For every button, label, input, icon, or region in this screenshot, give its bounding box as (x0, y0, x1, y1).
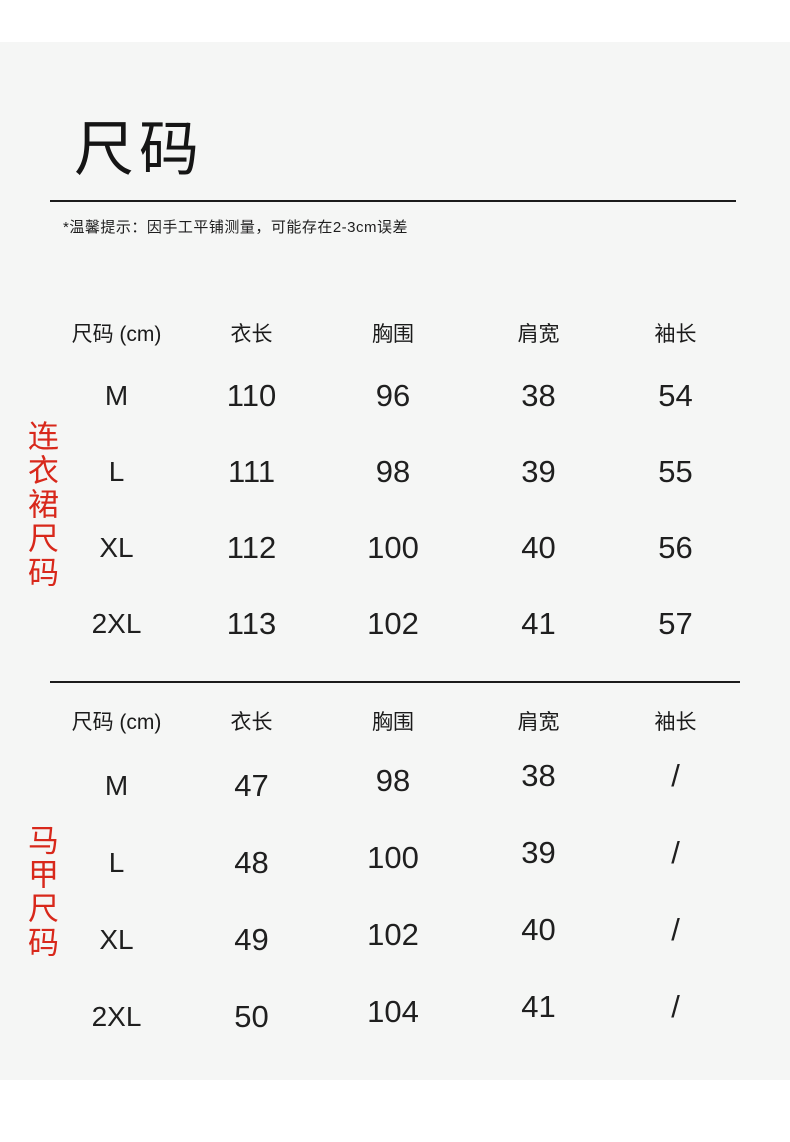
table-row: M 110 96 38 54 (50, 358, 740, 434)
size-cell: M (104, 769, 129, 801)
dress-size-table: 尺码 (cm) 衣长 胸围 肩宽 袖长 M 110 96 38 54 L 111… (50, 308, 740, 662)
header-cell: 袖长 (654, 323, 697, 346)
size-cell: XL (99, 532, 134, 563)
dress-size-side-label: 连衣裙尺码 (23, 420, 58, 590)
value-cell: 112 (226, 530, 277, 565)
measurement-note: *温馨提示：因手工平铺测量，可能存在2-3cm误差 (63, 219, 409, 236)
header-cell: 袖长 (654, 711, 697, 734)
table-divider (50, 681, 740, 683)
table-row: 2XL 50 104 41 / (50, 978, 740, 1055)
value-cell: 104 (367, 993, 419, 1029)
size-cell: 2XL (91, 1000, 142, 1032)
value-cell: 56 (658, 530, 693, 565)
value-cell: 57 (658, 606, 693, 641)
value-cell: 96 (375, 378, 411, 413)
header-cell: 胸围 (372, 711, 414, 734)
header-cell: 肩宽 (517, 711, 560, 734)
value-cell: 47 (234, 767, 269, 803)
table-row: L 48 100 39 / (50, 824, 740, 901)
value-cell: 39 (521, 834, 556, 870)
size-chart-panel (0, 42, 790, 1080)
dress-table-header-row: 尺码 (cm) 衣长 胸围 肩宽 袖长 (50, 308, 740, 358)
value-cell: 50 (234, 998, 269, 1034)
header-cell: 胸围 (372, 323, 414, 346)
value-cell: 98 (375, 762, 411, 798)
vest-table-header-row: 尺码 (cm) 衣长 胸围 肩宽 袖长 (50, 695, 740, 747)
vest-size-table: 尺码 (cm) 衣长 胸围 肩宽 袖长 M 47 98 38 / L 48 10… (50, 695, 740, 1055)
value-cell: 54 (658, 378, 693, 413)
value-cell: 40 (521, 530, 556, 565)
header-cell: 尺码 (cm) (71, 323, 162, 346)
value-cell: 55 (658, 454, 693, 489)
title-divider (50, 200, 736, 202)
table-row: XL 112 100 40 56 (50, 510, 740, 586)
value-cell: 48 (234, 844, 269, 880)
table-row: L 111 98 39 55 (50, 434, 740, 510)
value-cell: / (671, 988, 680, 1024)
table-row: 2XL 113 102 41 57 (50, 586, 740, 662)
size-cell: L (108, 846, 125, 878)
value-cell: 102 (367, 606, 419, 641)
header-cell: 衣长 (230, 323, 273, 346)
value-cell: 38 (521, 378, 556, 413)
size-cell: M (104, 380, 129, 411)
vest-size-side-label: 马甲尺码 (23, 824, 58, 960)
value-cell: 110 (226, 378, 277, 413)
value-cell: 41 (521, 988, 556, 1024)
value-cell: 38 (521, 757, 556, 793)
table-row: M 47 98 38 / (50, 747, 740, 824)
header-cell: 衣长 (230, 711, 273, 734)
value-cell: / (671, 834, 680, 870)
value-cell: / (671, 911, 680, 947)
header-cell: 肩宽 (517, 323, 560, 346)
value-cell: 111 (227, 454, 276, 489)
value-cell: 49 (234, 921, 269, 957)
value-cell: 100 (367, 839, 419, 875)
value-cell: 39 (521, 454, 556, 489)
value-cell: 100 (367, 530, 419, 565)
value-cell: 40 (521, 911, 556, 947)
header-cell: 尺码 (cm) (71, 711, 162, 734)
size-cell: L (108, 456, 125, 487)
value-cell: 98 (375, 454, 411, 489)
size-cell: 2XL (91, 608, 142, 639)
page-title: 尺码 (74, 117, 204, 183)
value-cell: / (671, 757, 680, 793)
value-cell: 41 (521, 606, 556, 641)
value-cell: 102 (367, 916, 419, 952)
table-row: XL 49 102 40 / (50, 901, 740, 978)
value-cell: 113 (226, 606, 277, 641)
size-cell: XL (99, 923, 134, 955)
